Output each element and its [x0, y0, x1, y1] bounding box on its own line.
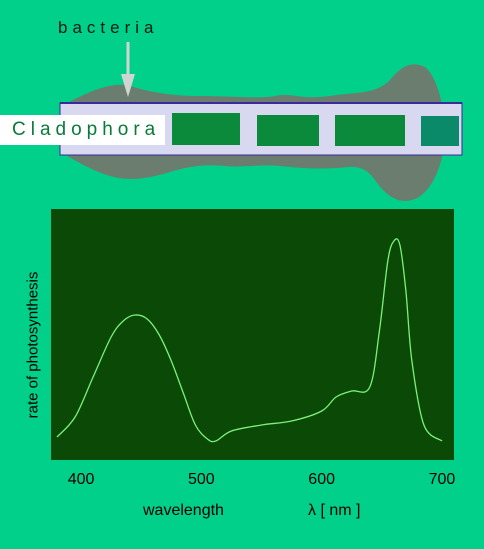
y-axis-label: rate of photosynthesis: [24, 271, 42, 419]
cladophora-label: Cladophora: [0, 115, 165, 145]
x-tick-label: 700: [428, 471, 456, 488]
plot-area: [51, 209, 454, 460]
x-tick-label: 600: [308, 471, 336, 488]
chloroplast-1: [172, 113, 240, 145]
photosynthesis-rate-line: [56, 238, 443, 443]
chloroplast-2: [257, 115, 319, 146]
x-tick-label: 500: [188, 471, 215, 488]
bacteria-arrow-head: [121, 74, 135, 97]
chloroplast-3: [335, 115, 405, 146]
x-axis-unit: λ [ nm ]: [308, 502, 361, 519]
photosynthesis-curve-layer: [56, 238, 443, 443]
x-axis-label: wavelength: [143, 502, 224, 519]
chloroplast-4: [421, 116, 459, 146]
x-tick-label: 400: [67, 471, 95, 488]
bacteria-label: bacteria: [58, 18, 159, 37]
